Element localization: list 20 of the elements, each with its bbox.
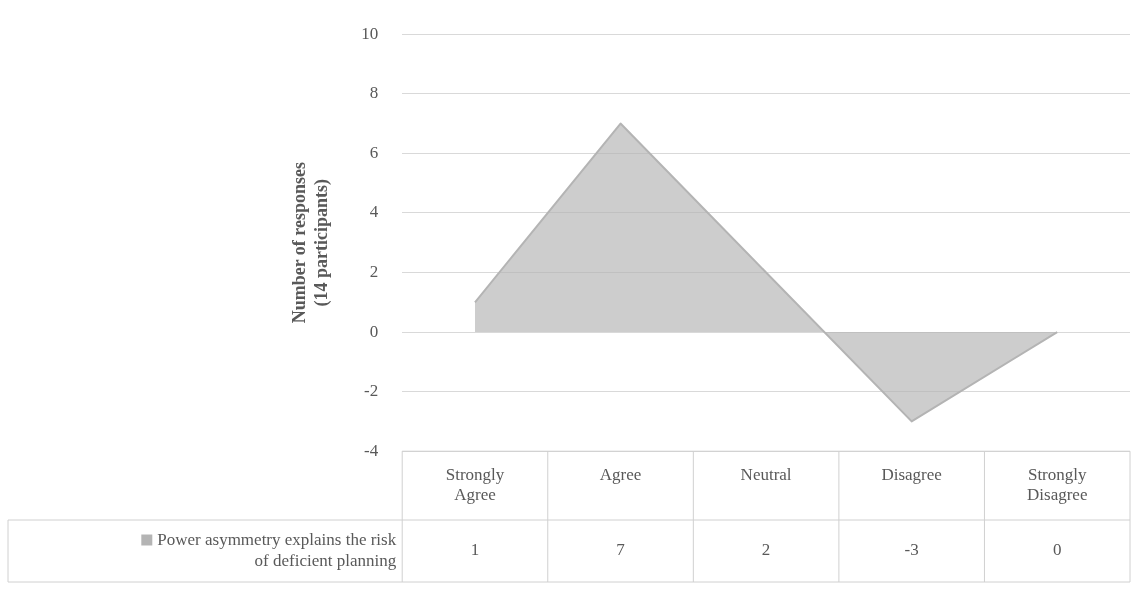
y-tick-label: 2	[369, 261, 379, 281]
x-tick-label: Agree	[599, 464, 642, 484]
legend-label: Power asymmetry explains the risk of deficient planning	[157, 529, 397, 570]
y-tick-label: -4	[364, 440, 379, 460]
y-tick-label: 8	[369, 83, 379, 103]
data-label: 2	[761, 540, 771, 560]
data-label: 0	[1052, 540, 1062, 560]
data-label: 1	[470, 540, 480, 560]
y-tick-label: 0	[369, 321, 379, 341]
y-tick-label: 4	[369, 202, 379, 222]
x-tick-label: Neutral	[740, 464, 792, 484]
y-tick-label: 10	[361, 23, 379, 43]
y-tick-label: -2	[364, 381, 379, 401]
y-tick-label: 6	[369, 142, 379, 162]
x-tick-label: Strongly Agree	[445, 464, 505, 505]
data-label: -3	[904, 540, 919, 560]
x-tick-label: Strongly Disagree	[1027, 464, 1088, 505]
data-label: 7	[616, 540, 626, 560]
x-tick-label: Disagree	[881, 464, 942, 484]
y-axis-title: Number of responses (14 participants)	[289, 162, 333, 324]
